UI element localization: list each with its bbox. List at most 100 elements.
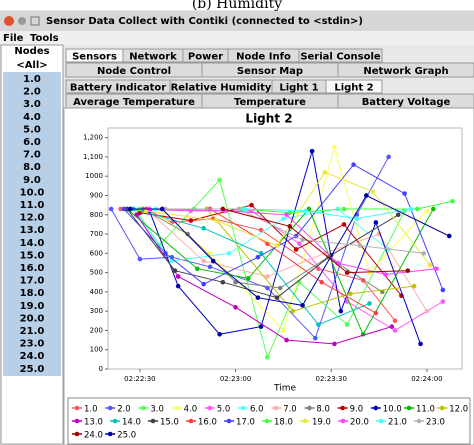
y-tick-label: 600 [90,249,103,257]
series-line [222,208,408,274]
minimize-button[interactable] [18,17,26,25]
close-button[interactable] [4,16,14,26]
tab-label[interactable]: Light 1 [279,83,318,94]
node-item[interactable]: 25.0 [20,364,45,375]
data-point [332,144,337,150]
node-item[interactable]: 1.0 [23,74,41,85]
series-line [110,156,390,340]
node-item[interactable]: 23.0 [20,339,45,350]
tab[interactable] [337,93,474,109]
data-point [421,251,427,256]
node-item[interactable]: 20.0 [20,313,45,324]
legend-marker [107,431,113,437]
data-point [383,272,388,277]
legend-label: 6.0 [250,405,264,415]
data-point [201,258,206,264]
y-tick-label: 1,100 [83,153,103,161]
legend-marker [112,418,118,424]
maximize-button[interactable] [30,16,40,26]
node-item[interactable]: 19.0 [20,301,45,312]
tab-label[interactable]: Battery Indicator [70,83,166,94]
data-point [226,251,232,256]
y-tick-label: 100 [90,346,103,354]
node-item[interactable]: 9.0 [23,175,41,186]
tab-label[interactable]: Network Graph [363,66,448,77]
y-tick-label: 700 [90,230,103,238]
node-item[interactable]: 3.0 [23,99,41,110]
node-item[interactable]: 18.0 [20,288,45,299]
legend-label: 10.0 [383,405,402,415]
node-item[interactable]: 8.0 [23,162,41,173]
data-point [281,328,286,333]
data-point [258,227,264,233]
title-bar [0,11,474,31]
series-line [206,208,415,312]
legend-marker [378,418,384,424]
node-item[interactable]: 12.0 [20,213,45,224]
data-point [395,212,401,218]
data-point [169,254,175,260]
legend-label: 12.0 [449,405,468,415]
tab-label[interactable]: Battery Voltage [362,97,451,108]
menu-item[interactable]: File [3,33,24,44]
node-item[interactable]: 15.0 [20,250,45,261]
tab-label[interactable]: Node Info [236,52,291,63]
node-item[interactable]: 6.0 [23,137,41,148]
data-point [255,254,261,260]
tab[interactable] [298,48,383,63]
node-item[interactable]: 7.0 [23,150,41,161]
data-point [159,206,165,212]
data-point [201,225,206,231]
data-point [300,237,305,243]
data-point [217,177,222,183]
tab[interactable] [337,62,474,78]
legend-marker [188,418,194,424]
tab-label[interactable]: Temperature [234,97,306,108]
node-item[interactable]: 2.0 [23,87,41,98]
tab-label[interactable]: Relative Humidity [171,83,272,94]
tab-label[interactable]: Sensors [72,52,117,63]
legend-marker [107,405,113,411]
tab-label[interactable]: Average Temperature [73,97,195,108]
menu-item[interactable]: Tools [30,33,59,44]
node-item[interactable]: 21.0 [20,326,45,337]
node-item[interactable]: 5.0 [23,124,41,135]
tab-label[interactable]: Light 2 [334,83,373,94]
x-tick-label: 02:24:00 [411,375,442,383]
legend-marker [373,405,379,411]
data-point [210,258,216,264]
node-item[interactable]: 4.0 [23,112,41,123]
node-item[interactable]: 10.0 [20,187,45,198]
data-point [316,322,321,327]
data-point [217,331,222,337]
data-point [172,268,178,273]
node-item[interactable]: 13.0 [20,225,45,236]
node-item[interactable]: 11.0 [20,200,45,211]
data-point [450,198,455,204]
tab-label[interactable]: Power [188,52,223,63]
legend-label: 20.0 [350,418,369,428]
data-point [418,341,423,347]
node-item[interactable]: 17.0 [20,276,45,287]
legend-marker [207,405,213,411]
data-point [121,206,127,212]
data-point [246,276,251,281]
legend-label: 21.0 [388,418,407,428]
node-item[interactable]: 16.0 [20,263,45,274]
tab[interactable] [325,79,383,94]
data-point [287,224,293,229]
tab-label[interactable]: Serial Console [300,52,381,63]
legend-label: 5.0 [217,405,231,415]
data-point [373,220,379,225]
node-all[interactable]: <All> [16,60,47,71]
tab-label[interactable]: Node Control [97,66,171,77]
tab-label[interactable]: Network [129,52,177,63]
data-point [341,206,347,212]
data-point [201,281,206,287]
node-item[interactable]: 14.0 [20,238,45,249]
legend-marker [174,405,179,411]
node-item[interactable]: 24.0 [20,351,45,362]
tab-label[interactable]: Sensor Map [237,66,303,77]
data-point [427,262,433,268]
data-point [344,322,350,327]
